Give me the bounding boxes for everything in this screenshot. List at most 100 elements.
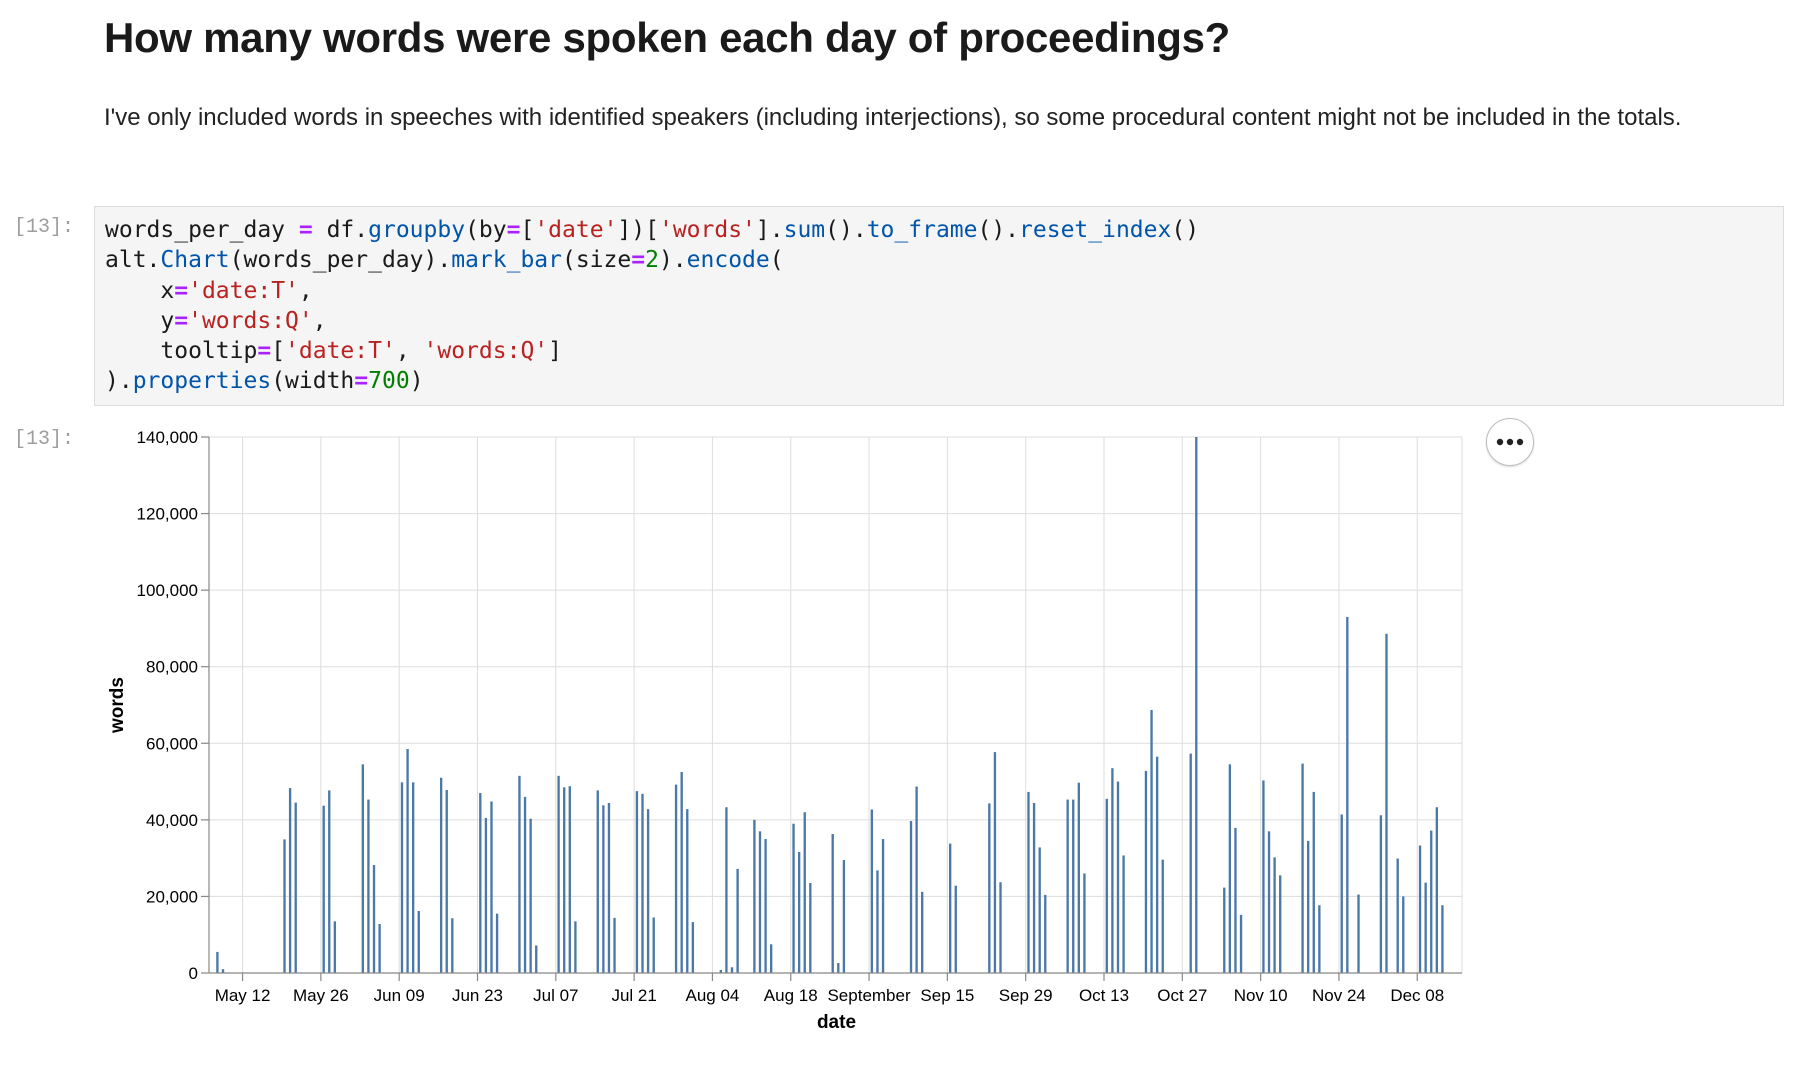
bar bbox=[1155, 756, 1159, 973]
bar bbox=[602, 805, 605, 973]
bar bbox=[495, 913, 499, 973]
bar bbox=[535, 945, 538, 973]
bar bbox=[1357, 894, 1360, 973]
bar bbox=[484, 817, 488, 973]
bar bbox=[367, 799, 370, 973]
bar bbox=[479, 793, 482, 973]
bar bbox=[328, 790, 331, 973]
x-tick-label: Jun 09 bbox=[374, 986, 425, 1005]
bar bbox=[1144, 770, 1148, 973]
x-tick-label: May 12 bbox=[215, 986, 271, 1005]
chart-actions-button[interactable] bbox=[1486, 418, 1534, 466]
x-tick-label: Aug 04 bbox=[685, 986, 739, 1005]
x-tick-label: Sep 29 bbox=[999, 986, 1053, 1005]
bar bbox=[730, 967, 734, 973]
bar bbox=[1312, 791, 1315, 973]
bar bbox=[652, 917, 655, 973]
bar bbox=[988, 803, 991, 973]
bar bbox=[378, 923, 381, 973]
bar bbox=[954, 885, 957, 973]
bar bbox=[607, 803, 611, 973]
bar bbox=[770, 944, 773, 973]
bar bbox=[563, 787, 566, 973]
bar bbox=[1111, 768, 1114, 973]
y-axis-title: words bbox=[107, 677, 128, 734]
bar bbox=[1122, 855, 1125, 973]
bar bbox=[1262, 780, 1265, 973]
bar bbox=[557, 775, 560, 973]
bar bbox=[999, 882, 1002, 973]
bar bbox=[876, 870, 879, 973]
bar bbox=[439, 777, 443, 973]
bar bbox=[1027, 791, 1030, 973]
output-prompt: [13]: bbox=[14, 428, 75, 451]
bar bbox=[1066, 799, 1069, 973]
bar bbox=[1430, 830, 1433, 973]
bar bbox=[646, 809, 650, 973]
bar bbox=[753, 819, 756, 973]
code-line: x='date:T', bbox=[105, 277, 313, 304]
y-tick-label: 20,000 bbox=[146, 887, 198, 906]
bar bbox=[797, 852, 801, 973]
bar bbox=[1189, 753, 1192, 973]
bar bbox=[451, 918, 454, 973]
bar bbox=[1032, 803, 1036, 973]
bar bbox=[725, 807, 728, 973]
x-tick-label: Jun 23 bbox=[452, 986, 503, 1005]
bar bbox=[1273, 857, 1276, 973]
code-cell[interactable]: words_per_day = df.groupby(by=['date'])[… bbox=[94, 206, 1784, 406]
y-tick-label: 60,000 bbox=[146, 734, 198, 753]
bar bbox=[686, 809, 689, 973]
y-tick-label: 0 bbox=[189, 964, 198, 983]
bar bbox=[719, 969, 722, 973]
page-title: How many words were spoken each day of p… bbox=[104, 14, 1231, 61]
bar bbox=[417, 910, 420, 973]
bar bbox=[1161, 859, 1164, 973]
bar bbox=[1346, 616, 1349, 973]
code-editor[interactable]: words_per_day = df.groupby(by=['date'])[… bbox=[105, 215, 1199, 397]
bar bbox=[1340, 814, 1343, 973]
bar bbox=[1441, 905, 1444, 973]
bar bbox=[1150, 709, 1153, 973]
code-line: words_per_day = df.groupby(by=['date'])[… bbox=[105, 217, 1200, 243]
x-axis-title: date bbox=[817, 1012, 856, 1033]
bar bbox=[490, 801, 493, 973]
bar bbox=[921, 891, 924, 973]
x-tick-label: September bbox=[827, 986, 910, 1005]
bar bbox=[518, 775, 521, 973]
bar bbox=[1195, 437, 1198, 973]
bar bbox=[574, 921, 577, 973]
bar bbox=[758, 831, 762, 973]
bar bbox=[809, 883, 812, 973]
bar bbox=[221, 969, 225, 973]
bar bbox=[1116, 781, 1120, 973]
bar bbox=[333, 921, 337, 973]
bar bbox=[803, 812, 806, 973]
bar bbox=[523, 796, 527, 973]
more-horizontal-icon bbox=[1496, 438, 1524, 446]
bar bbox=[993, 752, 997, 973]
bar bbox=[1318, 905, 1321, 973]
bar bbox=[641, 793, 644, 973]
bar bbox=[322, 805, 325, 973]
bar bbox=[1379, 815, 1383, 973]
bar bbox=[445, 789, 448, 973]
bar bbox=[691, 922, 695, 973]
y-tick-label: 80,000 bbox=[146, 658, 198, 677]
y-tick-label: 40,000 bbox=[146, 811, 198, 830]
bar bbox=[568, 786, 571, 973]
x-tick-label: Sep 15 bbox=[920, 986, 974, 1005]
bar bbox=[1239, 914, 1243, 973]
bar bbox=[294, 802, 297, 973]
bar bbox=[736, 868, 739, 973]
x-tick-label: Aug 18 bbox=[764, 986, 818, 1005]
bar bbox=[1267, 831, 1271, 973]
bar bbox=[1228, 764, 1232, 973]
bar bbox=[792, 823, 795, 973]
x-tick-label: Jul 07 bbox=[533, 986, 578, 1005]
bar bbox=[361, 764, 364, 973]
x-tick-label: May 26 bbox=[293, 986, 349, 1005]
x-tick-label: Jul 21 bbox=[611, 986, 656, 1005]
bar bbox=[1083, 873, 1086, 973]
